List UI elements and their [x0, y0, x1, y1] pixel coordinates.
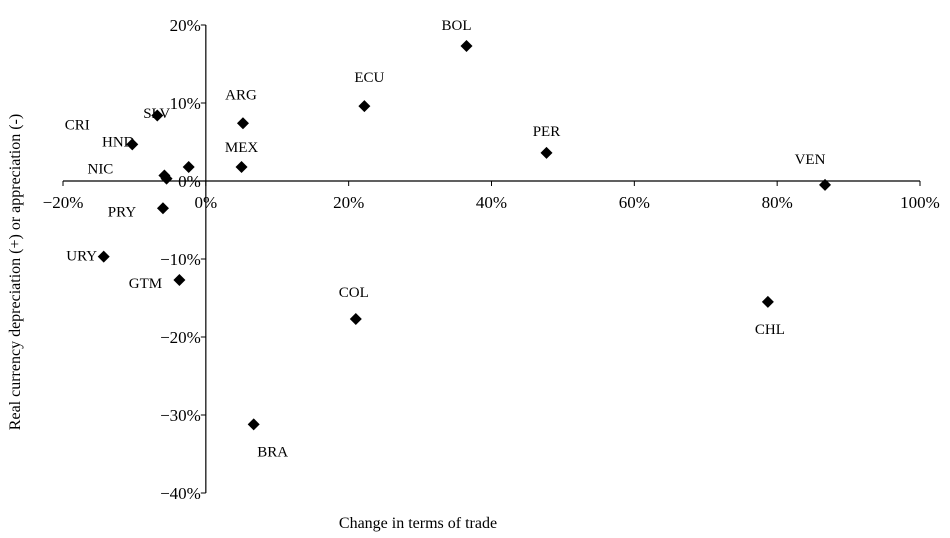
point-label: CHL	[755, 322, 785, 338]
data-point	[182, 160, 195, 173]
data-point	[460, 40, 473, 53]
y-tick-label: −10%	[160, 250, 201, 269]
data-point	[160, 172, 173, 185]
point-label: VEN	[795, 152, 826, 168]
point-label: ECU	[354, 70, 384, 86]
x-tick-label: 60%	[619, 193, 650, 212]
y-tick-label: 0%	[178, 172, 201, 191]
point-label: PER	[533, 124, 561, 140]
point-label: BRA	[257, 444, 288, 460]
data-point	[358, 100, 371, 113]
x-tick-label: 0%	[194, 193, 217, 212]
point-label: URY	[66, 249, 97, 265]
y-axis-title: Real currency depreciation (+) or apprec…	[7, 114, 24, 430]
data-point	[236, 117, 249, 130]
y-tick-label: −30%	[160, 406, 201, 425]
tick-labels: −20% 0% 20% 40% 60% 80% 100% 20% 10% 0% −10% −20% −3…	[43, 16, 940, 503]
point-label: GTM	[129, 276, 162, 292]
point-label: MEX	[225, 140, 259, 156]
point-label: HND	[102, 134, 135, 150]
data-point	[761, 295, 774, 308]
point-labels: BOL ECU ARG CRI HND SLV MEX NIC PER VEN PRY URY GTM C…	[65, 18, 826, 460]
y-tick-label: −20%	[160, 328, 201, 347]
point-label: CRI	[65, 117, 90, 133]
data-point	[349, 313, 362, 326]
x-tick-label: 40%	[476, 193, 507, 212]
point-label: NIC	[87, 162, 113, 178]
x-tick-label: −20%	[43, 193, 84, 212]
data-point	[247, 418, 260, 431]
data-point	[540, 146, 553, 159]
data-point	[173, 274, 186, 287]
data-point	[151, 109, 164, 122]
data-points	[97, 40, 832, 431]
data-point	[97, 250, 110, 263]
point-label: SLV	[143, 106, 170, 122]
x-tick-label: 100%	[900, 193, 940, 212]
data-point	[819, 178, 832, 191]
point-label: BOL	[442, 18, 472, 34]
x-tick-label: 20%	[333, 193, 364, 212]
point-label: PRY	[108, 204, 137, 220]
y-tick-label: −40%	[160, 484, 201, 503]
y-tick-label: 20%	[170, 16, 201, 35]
y-tick-label: 10%	[170, 94, 201, 113]
data-point	[156, 202, 169, 215]
x-axis-title: Change in terms of trade	[339, 515, 497, 532]
axes	[62, 24, 921, 494]
x-tick-label: 80%	[762, 193, 793, 212]
data-point	[235, 160, 248, 173]
point-label: ARG	[225, 87, 257, 103]
data-point	[126, 138, 139, 151]
point-label: COL	[339, 285, 369, 301]
